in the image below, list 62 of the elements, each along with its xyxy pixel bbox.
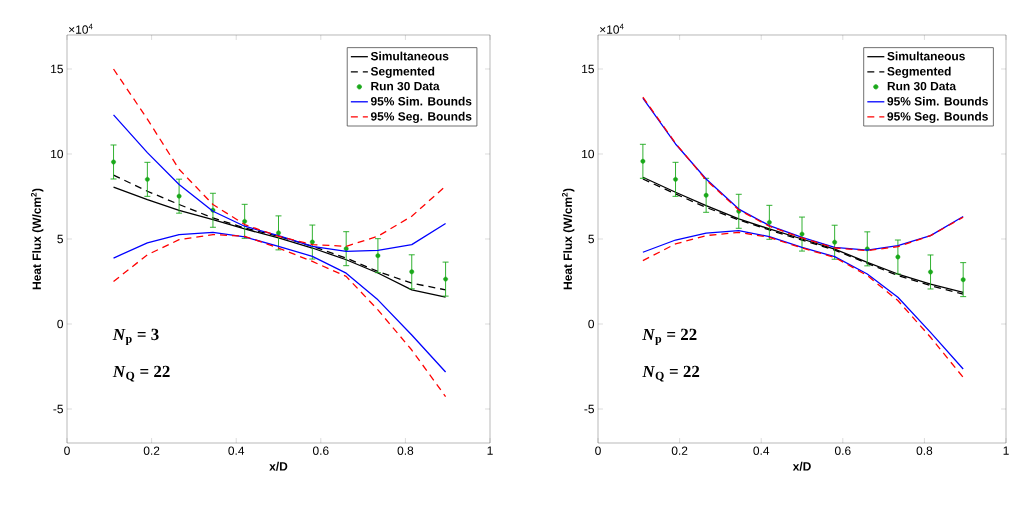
legend-label: Segmented — [370, 66, 435, 78]
point — [409, 269, 415, 275]
x-tick-label: 0.2 — [143, 446, 160, 455]
text: ×10$^{4}$ — [69, 23, 93, 34]
x-axis-title: x/D — [269, 461, 288, 471]
point — [640, 158, 646, 164]
y-tick-label: 15 — [582, 64, 594, 74]
y-tick-label: 15 — [51, 64, 63, 74]
annotation: N$_{Q}$ = 22 — [112, 365, 170, 382]
point — [144, 176, 150, 182]
y-tick-label: 0 — [588, 319, 595, 329]
y-tick-label: 0 — [57, 319, 64, 329]
y-tick-label: 5 — [57, 234, 63, 244]
y-tick-label: -5 — [53, 404, 63, 414]
legend-label: 95% Sim. Bounds — [370, 96, 472, 106]
line-series — [112, 233, 447, 398]
y-tick-label: 10 — [582, 149, 595, 159]
x-tick-label: 0 — [64, 446, 70, 455]
point — [703, 192, 709, 198]
annotation: N$_{p}$ = 22 — [642, 328, 697, 346]
x-tick-label: 1 — [487, 446, 493, 455]
point — [242, 218, 248, 224]
legend-label: Simultaneous — [370, 51, 449, 61]
legend-label: Simultaneous — [887, 51, 965, 61]
x-tick-label: 0.8 — [916, 446, 933, 455]
point — [309, 239, 315, 245]
x-tick-label: 1 — [1003, 446, 1009, 455]
x-tick-label: 0.6 — [834, 446, 851, 455]
point — [766, 219, 772, 225]
y-tick-label: 5 — [588, 234, 594, 244]
point — [832, 239, 838, 245]
y-tick-label: -5 — [584, 404, 594, 414]
x-axis-title: x/D — [792, 461, 811, 471]
point — [443, 276, 448, 282]
point — [276, 230, 281, 236]
legend-label: 95% Seg. Bounds — [370, 111, 472, 124]
point — [960, 277, 966, 283]
legend-label: Run 30 Data — [371, 81, 440, 91]
x-tick-label: 0 — [595, 446, 601, 455]
point — [343, 246, 349, 252]
y-axis-title: Heat Flux (W/cm$^{2}$) — [561, 188, 575, 290]
annotation: N$_{p}$ = 3 — [112, 328, 159, 346]
x-tick-label: 0.8 — [397, 446, 414, 455]
x-tick-label: 0.2 — [671, 446, 688, 455]
point — [895, 254, 901, 260]
x-tick-label: 0.6 — [312, 446, 329, 455]
point — [928, 269, 933, 275]
point — [111, 159, 116, 165]
legend-label: Segmented — [887, 66, 951, 78]
text: ×10$^{4}$ — [600, 23, 624, 34]
annotation: N$_{Q}$ = 22 — [642, 365, 700, 382]
point — [673, 176, 678, 182]
y-tick-label: 10 — [51, 149, 64, 159]
point — [799, 231, 805, 237]
legend-label: 95% Sim. Bounds — [887, 96, 988, 106]
point — [176, 193, 182, 199]
y-axis-title: Heat Flux (W/cm$^{2}$) — [30, 188, 44, 290]
point — [375, 253, 381, 259]
legend-label: 95% Seg. Bounds — [887, 111, 988, 124]
x-tick-label: 0.4 — [228, 446, 245, 455]
legend-label: Run 30 Data — [887, 81, 957, 91]
x-tick-label: 0.4 — [753, 446, 770, 455]
